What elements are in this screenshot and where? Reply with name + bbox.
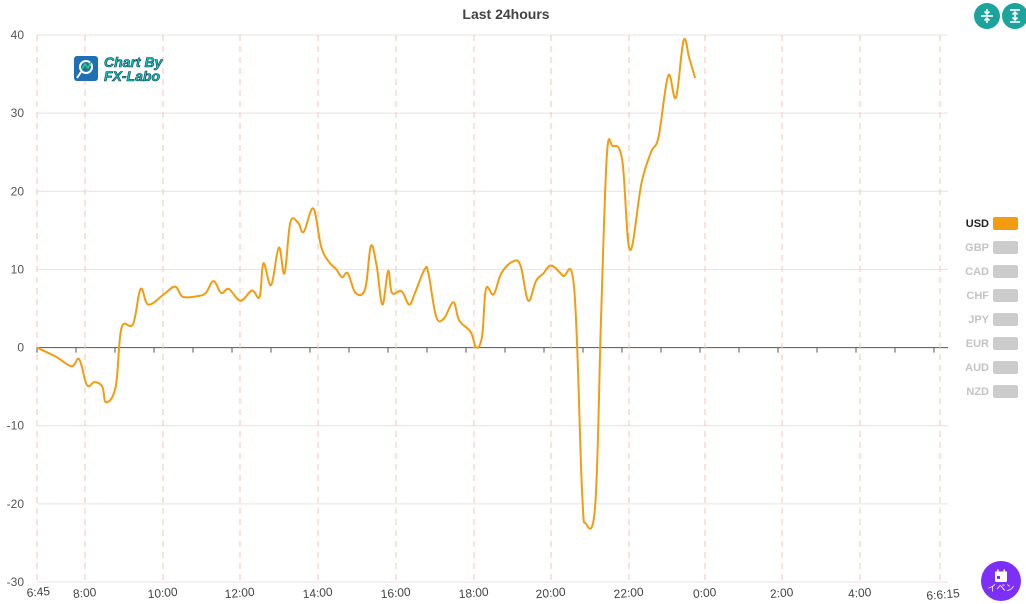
legend-swatch-chf[interactable]	[993, 289, 1018, 302]
logo-line1: Chart By	[104, 54, 164, 70]
x-tick-label: 22:00	[613, 585, 644, 602]
y-tick-label: 10	[11, 262, 25, 276]
event-button[interactable]: イベン	[981, 561, 1021, 601]
y-tick-label: 20	[11, 184, 25, 198]
legend-label-eur[interactable]: EUR	[966, 338, 989, 350]
x-axis: 6:45 8:00 10:00 12:00 14:00 16:00 18:00 20:00 22…	[26, 347, 961, 603]
expand-vertical-icon	[1010, 9, 1020, 23]
chart-title: Last 24hours	[462, 6, 549, 22]
x-tick-label: 18:00	[458, 585, 489, 602]
x-tick-label: 20:00	[535, 585, 566, 602]
series-line-usd	[36, 37, 697, 530]
event-label: イベン	[987, 583, 1015, 594]
x-tick-label: 4:00	[847, 585, 872, 601]
calendar-icon	[995, 569, 1007, 582]
x-tick-label: 10:00	[147, 585, 178, 602]
x-tick-label: 16:00	[380, 585, 411, 602]
x-tick-label: 8:00	[72, 585, 97, 601]
x-tick-label: 6:6:15	[926, 586, 961, 603]
legend-swatch-jpy[interactable]	[993, 313, 1018, 326]
logo-line2: FX-Labo	[104, 68, 160, 84]
x-tick-label: 0:00	[692, 585, 717, 601]
chart-grid	[36, 34, 948, 583]
expand-button[interactable]	[1002, 3, 1026, 29]
legend-swatch-nzd[interactable]	[993, 385, 1018, 398]
collapse-button[interactable]	[974, 3, 1000, 29]
y-tick-label: 30	[11, 106, 25, 120]
legend-label-usd[interactable]: USD	[966, 218, 989, 230]
legend-label-gbp[interactable]: GBP	[965, 242, 989, 254]
legend-label-aud[interactable]: AUD	[965, 362, 989, 374]
fx-labo-logo: Chart By FX-Labo	[74, 54, 164, 84]
x-tick-label: 14:00	[302, 585, 333, 602]
legend-swatch-gbp[interactable]	[993, 241, 1018, 254]
y-axis: 40 30 20 10 0 -10 -20 -30	[7, 28, 25, 589]
legend-label-jpy[interactable]: JPY	[968, 314, 989, 326]
legend-label-chf[interactable]: CHF	[966, 290, 989, 302]
chart-series	[36, 37, 697, 530]
y-tick-label: -20	[7, 497, 25, 511]
y-tick-label: 0	[17, 341, 24, 355]
y-tick-label: -30	[7, 575, 25, 589]
legend-swatch-usd[interactable]	[993, 217, 1018, 230]
y-tick-label: 40	[11, 28, 25, 42]
collapse-vertical-icon	[981, 9, 993, 23]
x-tick-label: 2:00	[769, 585, 794, 601]
x-tick-label: 6:45	[26, 584, 51, 600]
legend: USD GBP CAD CHF JPY EUR AUD NZD	[965, 217, 1018, 398]
legend-swatch-aud[interactable]	[993, 361, 1018, 374]
legend-label-cad[interactable]: CAD	[965, 266, 989, 278]
y-tick-label: -10	[7, 419, 25, 433]
legend-swatch-eur[interactable]	[993, 337, 1018, 350]
legend-swatch-cad[interactable]	[993, 265, 1018, 278]
x-tick-label: 12:00	[224, 585, 255, 602]
legend-label-nzd[interactable]: NZD	[966, 386, 989, 398]
